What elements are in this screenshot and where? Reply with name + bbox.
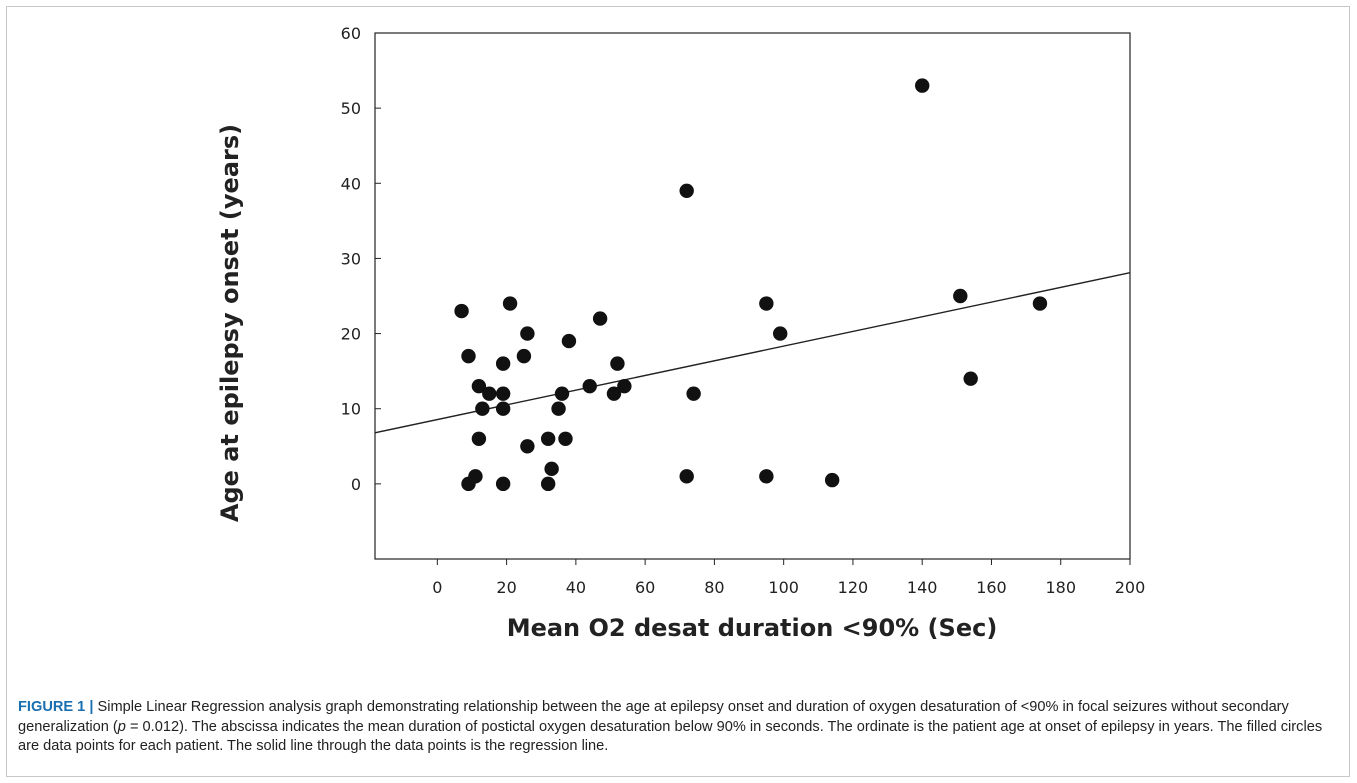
data-point [520,326,535,341]
plot-area [374,32,1131,560]
x-axis-title: Mean O2 desat duration <90% (Sec) [507,614,998,642]
y-axis-title: Age at epilepsy onset (years) [216,124,244,522]
data-point [606,386,622,401]
x-tick-label: 20 [496,578,516,597]
y-tick-label: 10 [341,400,361,419]
data-point [516,348,532,364]
data-point [554,386,570,401]
figure-caption: FIGURE 1 | Simple Linear Regression anal… [18,698,1340,757]
data-point [759,296,774,311]
x-tick-label: 200 [1115,578,1146,597]
scatter-chart: 0 20 40 60 80 100 120 140 160 180 200 0 10 20 30 40 50 6… [216,24,1145,642]
data-point [502,296,518,311]
data-point [617,378,632,394]
data-point [468,469,483,484]
data-point [686,386,701,401]
data-point [471,378,487,394]
data-point [495,476,511,492]
data-point [540,476,556,492]
x-tick-label: 140 [907,578,938,597]
data-point [561,333,577,349]
caption-text-1: Simple Linear Regression analysis graph … [18,699,1289,735]
data-point [544,461,559,477]
x-tick-label: 120 [838,578,869,597]
data-point [520,439,535,454]
data-point [475,401,490,416]
y-tick-label: 60 [341,24,361,43]
x-tick-label: 180 [1045,578,1076,597]
y-tick-label: 20 [341,325,361,344]
data-point [471,431,487,446]
data-point [953,288,968,304]
data-point [679,469,694,484]
data-point [773,326,788,341]
x-axis: 0 20 40 60 80 100 120 140 160 180 200 [432,559,1145,597]
caption-text-2: = 0.012). The abscissa indicates the mea… [18,718,1323,755]
y-tick-label: 30 [341,249,361,268]
y-tick-label: 40 [341,174,361,193]
data-point [963,371,978,386]
data-point [558,431,573,446]
x-tick-label: 80 [704,578,724,597]
data-point [495,401,511,416]
data-point [824,472,840,488]
x-tick-label: 60 [635,578,655,597]
x-tick-label: 100 [768,578,799,597]
data-point [482,386,497,401]
data-point [679,183,694,198]
data-point [461,348,476,364]
data-point [495,356,511,371]
data-point [540,431,556,446]
data-point [592,311,608,326]
caption-p-symbol: p [117,718,126,735]
data-point [551,401,566,416]
data-points [454,78,1048,492]
data-point [915,78,930,93]
data-point [495,386,511,401]
y-axis: 0 10 20 30 40 50 60 [341,24,381,494]
x-tick-label: 0 [432,578,442,597]
data-point [1032,296,1048,311]
data-point [610,356,625,371]
data-point [759,469,774,484]
x-tick-label: 40 [566,578,586,597]
y-tick-label: 50 [341,99,361,118]
figure-frame [6,6,1350,777]
x-tick-label: 160 [976,578,1007,597]
data-point [582,378,597,394]
data-point [454,303,469,319]
y-tick-label: 0 [351,475,361,494]
figure-label: FIGURE 1 | [18,699,94,715]
